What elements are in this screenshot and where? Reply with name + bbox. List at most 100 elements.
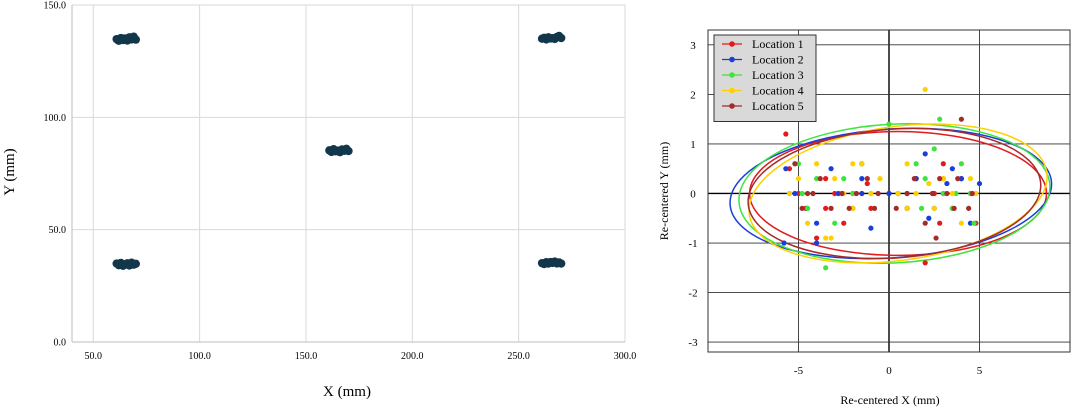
point-location-4 bbox=[967, 176, 974, 182]
point-location-3 bbox=[971, 220, 977, 226]
point-location-4 bbox=[850, 161, 856, 167]
legend-marker-location-4 bbox=[729, 87, 735, 94]
point-location-2 bbox=[944, 180, 950, 187]
point-location-4 bbox=[904, 205, 910, 211]
point-location-5 bbox=[828, 205, 834, 211]
point-location-4 bbox=[795, 176, 802, 182]
point-location-1 bbox=[864, 180, 870, 187]
point-location-2 bbox=[792, 190, 798, 197]
left-data-points bbox=[112, 31, 566, 271]
left-data-point bbox=[131, 35, 141, 44]
point-location-3 bbox=[953, 190, 959, 197]
point-location-2 bbox=[814, 220, 820, 226]
right-x-axis-label: Re-centered X (mm) bbox=[840, 393, 939, 407]
point-location-5 bbox=[839, 190, 845, 197]
right-plot-frame bbox=[707, 29, 1071, 353]
point-location-2 bbox=[859, 190, 865, 197]
point-location-2 bbox=[835, 190, 841, 197]
point-location-4 bbox=[940, 176, 946, 182]
left-axis-frame bbox=[71, 5, 625, 343]
point-location-4 bbox=[804, 220, 811, 226]
right-x-tick-label: 5 bbox=[977, 365, 983, 377]
legend-label-location-3: Location 3 bbox=[752, 68, 804, 82]
point-location-5 bbox=[911, 176, 917, 182]
right-x-tick-label: -5 bbox=[794, 365, 804, 377]
point-location-5 bbox=[792, 161, 798, 167]
point-location-4 bbox=[877, 176, 883, 182]
point-location-4 bbox=[958, 220, 965, 226]
point-location-4 bbox=[828, 235, 834, 241]
right-tick-labels: -5 0 5 -3 -2 -1 0 1 2 3 bbox=[688, 40, 982, 377]
point-location-1 bbox=[832, 190, 838, 197]
point-location-4 bbox=[904, 161, 910, 167]
point-location-5 bbox=[810, 190, 816, 197]
point-location-4 bbox=[814, 161, 820, 167]
point-location-3 bbox=[937, 116, 943, 122]
left-x-tick-label: 200.0 bbox=[401, 351, 424, 362]
point-location-1 bbox=[841, 220, 847, 226]
ellipse-location-5 bbox=[747, 127, 1042, 260]
point-location-2 bbox=[814, 240, 820, 246]
point-location-1 bbox=[795, 190, 802, 197]
point-location-5 bbox=[864, 176, 870, 182]
left-x-tick-label: 300.0 bbox=[614, 351, 637, 362]
point-location-4 bbox=[931, 205, 937, 211]
point-location-5 bbox=[944, 190, 950, 197]
point-location-5 bbox=[853, 190, 860, 197]
legend-label-location-2: Location 2 bbox=[752, 53, 804, 67]
point-location-4 bbox=[786, 190, 793, 197]
left-x-tick-label: 50.0 bbox=[85, 351, 103, 362]
point-location-4 bbox=[823, 235, 829, 241]
point-location-3 bbox=[850, 190, 856, 197]
right-x-tick-label: 0 bbox=[886, 365, 892, 377]
left-data-point bbox=[556, 259, 566, 268]
point-location-4 bbox=[926, 180, 932, 187]
right-confidence-ellipses bbox=[729, 122, 1053, 264]
point-location-3 bbox=[913, 161, 919, 167]
point-location-3 bbox=[918, 205, 925, 211]
right-y-tick-label: 2 bbox=[690, 89, 696, 101]
legend-marker-location-5 bbox=[729, 103, 735, 109]
point-location-2 bbox=[886, 190, 892, 197]
point-location-1 bbox=[814, 235, 820, 241]
point-location-4 bbox=[850, 205, 856, 211]
point-location-5 bbox=[951, 205, 957, 211]
point-location-1 bbox=[940, 161, 946, 167]
left-chart: 50.0 100.0 150.0 200.0 250.0 300.0 0.0 50.0 100.… bbox=[2, 1, 636, 401]
point-location-3 bbox=[958, 161, 965, 167]
point-location-5 bbox=[875, 190, 881, 197]
point-location-2 bbox=[868, 225, 874, 231]
left-x-tick-label: 250.0 bbox=[507, 351, 530, 362]
left-y-tick-label: 0.0 bbox=[54, 338, 67, 349]
point-location-5 bbox=[871, 205, 878, 211]
left-y-tick-label: 100.0 bbox=[44, 113, 67, 124]
point-location-2 bbox=[976, 180, 983, 187]
point-location-1 bbox=[868, 205, 874, 211]
point-location-2 bbox=[783, 166, 789, 172]
legend-marker-location-2 bbox=[729, 56, 735, 63]
point-location-2 bbox=[859, 176, 865, 182]
point-location-3 bbox=[886, 121, 892, 127]
left-x-tick-label: 100.0 bbox=[188, 351, 211, 362]
point-location-5 bbox=[799, 205, 805, 211]
point-location-5 bbox=[933, 235, 939, 241]
point-location-3 bbox=[922, 176, 928, 182]
left-data-point bbox=[556, 33, 566, 43]
point-location-1 bbox=[937, 220, 943, 226]
point-location-1 bbox=[823, 205, 829, 211]
point-location-3 bbox=[804, 205, 811, 211]
point-location-4 bbox=[922, 86, 928, 93]
point-location-5 bbox=[955, 176, 961, 182]
point-location-5 bbox=[846, 205, 852, 211]
legend-label-location-1: Location 1 bbox=[752, 37, 804, 51]
point-location-5 bbox=[958, 116, 965, 122]
point-location-5 bbox=[969, 190, 975, 197]
right-y-axis-label: Re-centered Y (mm) bbox=[657, 142, 671, 240]
legend-marker-location-3 bbox=[729, 72, 735, 78]
point-location-4 bbox=[868, 190, 874, 197]
point-location-2 bbox=[949, 166, 955, 172]
point-location-2 bbox=[781, 240, 787, 246]
point-location-3 bbox=[841, 176, 847, 182]
right-y-tick-label: 1 bbox=[690, 139, 696, 151]
